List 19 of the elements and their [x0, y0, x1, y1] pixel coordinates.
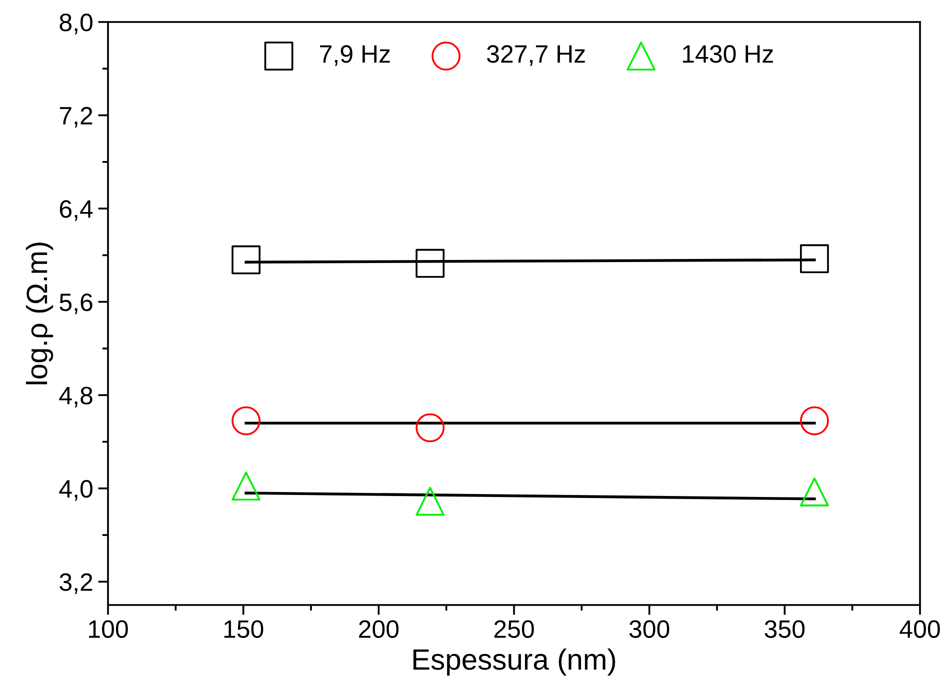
y-axis-title: log.ρ (Ω.m) [26, 242, 54, 384]
x-tick-label: 200 [359, 620, 399, 638]
y-tick-label: 4,0 [59, 480, 92, 501]
x-tick-label: 400 [900, 620, 940, 638]
x-axis-title: Espessura (nm) [413, 648, 616, 676]
y-tick-label: 7,2 [60, 106, 92, 128]
y-tick-label: 5,6 [60, 293, 92, 314]
y-tick-label: 3,2 [60, 573, 92, 594]
x-tick-label: 350 [764, 620, 805, 638]
x-tick-label: 300 [629, 620, 670, 638]
x-tick-label: 150 [224, 620, 264, 638]
legend-label: 7,9 Hz [320, 45, 390, 66]
y-tick-label: 4,8 [59, 386, 92, 408]
y-tick-label: 8,0 [60, 14, 92, 34]
legend-label: 327,7 Hz [486, 45, 585, 66]
y-tick-label: 6,4 [60, 200, 93, 221]
x-tick-label: 100 [89, 620, 128, 638]
x-tick-label: 250 [494, 620, 534, 638]
legend-label: 1430 Hz [683, 45, 773, 63]
